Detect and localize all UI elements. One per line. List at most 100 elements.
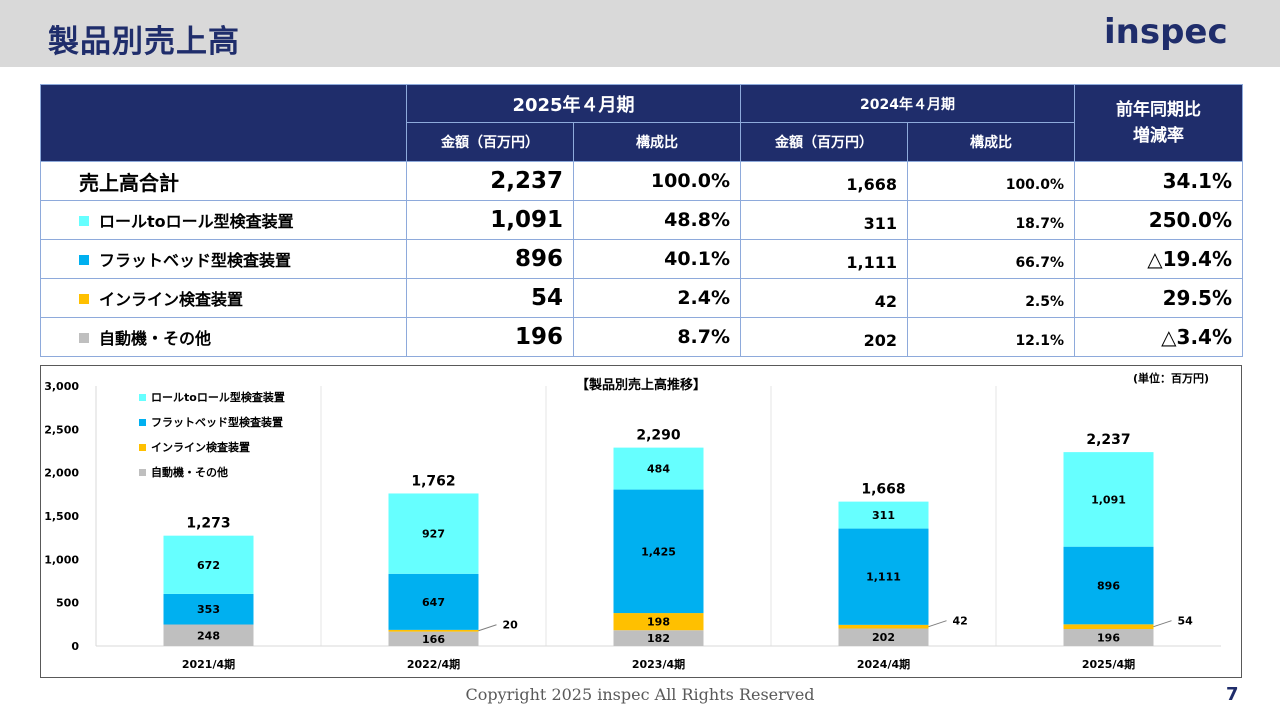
data-label: 202	[872, 631, 895, 644]
y-tick-label: 500	[56, 597, 79, 610]
y-tick-label: 0	[71, 640, 79, 653]
table-row: 売上高合計 2,237 100.0% 1,668 100.0% 34.1%	[40, 161, 1244, 201]
table-row: フラットベッド型検査装置 896 40.1% 1,111 66.7% △19.4…	[40, 239, 1244, 279]
header-yoy: 前年同期比 増減率	[1074, 84, 1244, 162]
data-label: 20	[503, 619, 519, 632]
legend-swatch-icon	[139, 419, 146, 426]
leader-line	[928, 620, 947, 628]
bar-segment	[838, 628, 929, 646]
bar-segment	[613, 613, 704, 631]
data-label: 927	[422, 528, 445, 541]
total-label: 1,273	[186, 516, 230, 532]
bar-segment	[838, 528, 929, 625]
subheader-amount-2024: 金額（百万円）	[740, 122, 909, 162]
x-tick-label: 2024/4期	[857, 657, 910, 671]
ratio-2025: 100.0%	[572, 161, 742, 201]
yoy-rate: 250.0%	[1074, 200, 1244, 240]
copyright-footer: Copyright 2025 inspec All Rights Reserve…	[465, 685, 815, 704]
header-bar: 製品別売上高 inspec	[0, 0, 1280, 67]
leader-line	[1153, 620, 1172, 628]
y-tick-label: 2,500	[44, 423, 79, 436]
ratio-2024: 66.7%	[907, 239, 1076, 279]
row-label: ロールtoロール型検査装置	[99, 212, 294, 231]
amount-2025: 1,091	[406, 200, 574, 240]
amount-2025: 2,237	[406, 161, 574, 201]
sales-summary-table: 2025年４月期 2024年４月期 前年同期比 増減率 金額（百万円） 構成比 …	[40, 84, 1244, 357]
yoy-rate: △19.4%	[1074, 239, 1244, 279]
subheader-ratio-2024: 構成比	[907, 122, 1076, 162]
chart-title: 【製品別売上高推移】	[576, 377, 706, 393]
ratio-2024: 2.5%	[907, 278, 1076, 318]
row-label: インライン検査装置	[99, 290, 244, 309]
data-label: 672	[197, 559, 220, 572]
bar-segment	[163, 535, 254, 594]
page-number: 7	[1226, 684, 1239, 705]
amount-2024: 202	[740, 317, 909, 357]
data-label: 647	[422, 596, 445, 609]
y-tick-label: 3,000	[44, 380, 79, 393]
row-label: フラットベッド型検査装置	[99, 251, 292, 270]
leader-line	[478, 624, 497, 632]
unit-note: (単位：百万円)	[1133, 371, 1209, 385]
data-label: 1,091	[1091, 493, 1126, 506]
table-corner-cell	[40, 84, 407, 162]
bar-segment	[1063, 452, 1154, 547]
total-label: 2,237	[1086, 432, 1130, 448]
sales-chart-frame: 【製品別売上高推移】 (単位：百万円) 0 500 1,000 1,500 2,000 2,5…	[40, 365, 1242, 678]
legend-swatch-icon	[139, 444, 146, 451]
legend-label: フラットベッド型検査装置	[151, 415, 283, 429]
x-tick-label: 2023/4期	[632, 657, 685, 671]
bar-segment	[388, 629, 479, 632]
table-row: 自動機・その他 196 8.7% 202 12.1% △3.4%	[40, 317, 1244, 357]
bar-segment	[613, 630, 704, 646]
bar-segment	[1063, 629, 1154, 646]
table-row: インライン検査装置 54 2.4% 42 2.5% 29.5%	[40, 278, 1244, 318]
stacked-bar-chart: 【製品別売上高推移】 (単位：百万円) 0 500 1,000 1,500 2,000 2,5…	[44, 371, 1221, 671]
data-label: 248	[197, 629, 220, 642]
legend-square-icon	[79, 332, 89, 343]
header-yoy-line2: 増減率	[1133, 126, 1185, 146]
legend-square-icon	[79, 293, 89, 304]
legend-label: 自動機・その他	[151, 465, 228, 479]
ratio-2024: 100.0%	[907, 161, 1076, 201]
total-label: 1,762	[411, 473, 455, 489]
amount-2024: 42	[740, 278, 909, 318]
legend-square-icon	[79, 215, 89, 226]
bar-segment	[838, 624, 929, 629]
bar-segment	[613, 489, 704, 614]
x-tick-label: 2025/4期	[1082, 657, 1135, 671]
amount-2025: 54	[406, 278, 574, 318]
ratio-2025: 40.1%	[572, 239, 742, 279]
header-2024: 2024年４月期	[740, 84, 1076, 123]
ratio-2024: 18.7%	[907, 200, 1076, 240]
data-label: 311	[872, 509, 895, 522]
amount-2025: 196	[406, 317, 574, 357]
y-tick-label: 1,500	[44, 510, 79, 523]
data-label: 198	[647, 616, 670, 629]
page-title: 製品別売上高	[48, 24, 240, 60]
x-tick-label: 2021/4期	[182, 657, 235, 671]
row-label: 自動機・その他	[99, 329, 212, 348]
amount-2024: 1,668	[740, 161, 909, 201]
legend-square-icon	[79, 254, 89, 265]
bar-segment	[163, 624, 254, 646]
row-label-cell: フラットベッド型検査装置	[40, 239, 407, 279]
legend-swatch-icon	[139, 394, 146, 401]
inspec-logo: inspec	[1104, 12, 1228, 52]
total-label: 1,668	[861, 482, 905, 498]
ratio-2025: 8.7%	[572, 317, 742, 357]
row-label-cell: インライン検査装置	[40, 278, 407, 318]
amount-2024: 1,111	[740, 239, 909, 279]
bar-segment	[1063, 624, 1154, 630]
row-label-cell: ロールtoロール型検査装置	[40, 200, 407, 240]
ratio-2025: 2.4%	[572, 278, 742, 318]
data-label: 896	[1097, 580, 1120, 593]
ratio-2025: 48.8%	[572, 200, 742, 240]
ratio-2024: 12.1%	[907, 317, 1076, 357]
bar-segment	[838, 501, 929, 529]
data-label: 1,425	[641, 545, 676, 558]
total-label: 2,290	[636, 428, 681, 444]
subheader-amount-2025: 金額（百万円）	[406, 122, 574, 162]
y-tick-label: 2,000	[44, 467, 79, 480]
bar-segment	[388, 631, 479, 646]
